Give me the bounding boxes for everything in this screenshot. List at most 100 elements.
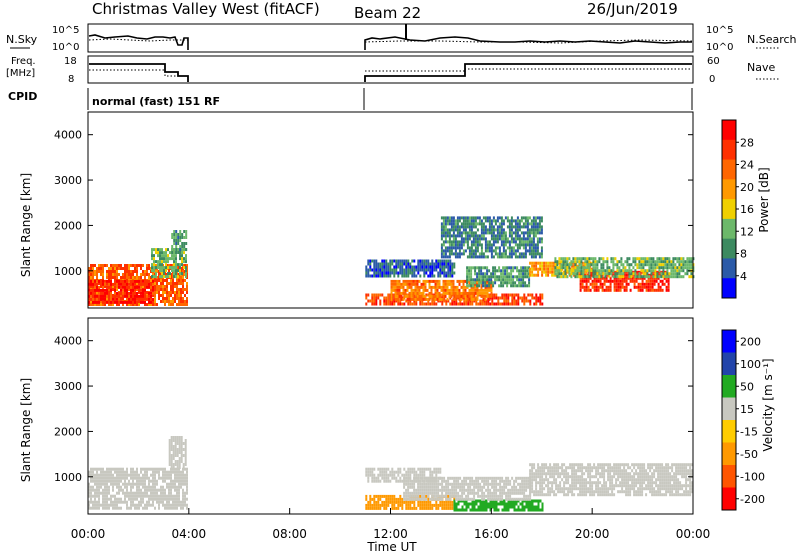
heatmap-cell-velocity-1	[170, 445, 173, 448]
heatmap-cell-power-4	[425, 259, 428, 263]
heatmap-cell-power-6	[484, 297, 487, 301]
heatmap-cell-power-11	[474, 246, 477, 250]
heatmap-cell-velocity-4	[515, 476, 518, 480]
heatmap-cell-power-5	[399, 296, 402, 300]
heatmap-cell-power-4	[379, 271, 382, 275]
heatmap-cell-velocity-5	[567, 475, 570, 479]
heatmap-cell-velocity-0	[104, 506, 106, 510]
heatmap-cell-power-11	[496, 255, 499, 259]
heatmap-cell-power-4	[425, 265, 428, 269]
heatmap-cell-power-0	[158, 285, 160, 288]
heatmap-cell-velocity-3	[477, 505, 480, 509]
heatmap-cell-power-0	[186, 282, 188, 285]
heatmap-cell-velocity-4	[481, 488, 484, 492]
heatmap-cell-power-11	[506, 219, 509, 223]
heatmap-cell-velocity-0	[160, 485, 162, 489]
heatmap-cell-velocity-0	[104, 500, 106, 504]
heatmap-cell-velocity-0	[140, 467, 142, 471]
heatmap-cell-power-5	[463, 296, 466, 300]
heatmap-cell-power-11	[492, 249, 495, 253]
heatmap-cell-power-7	[506, 281, 509, 285]
heatmap-cell-power-9	[599, 282, 602, 286]
heatmap-cell-power-6	[452, 288, 455, 292]
heatmap-cell-power-9	[601, 285, 604, 289]
heatmap-cell-velocity-0	[174, 497, 176, 501]
heatmap-cell-power-10	[568, 266, 571, 270]
heatmap-cell-power-4	[397, 274, 400, 278]
heatmap-cell-power-11	[490, 219, 493, 223]
heatmap-cell-velocity-0	[146, 485, 148, 489]
heatmap-cell-velocity-2	[435, 503, 438, 507]
heatmap-cell-power-2	[179, 266, 181, 270]
heatmap-cell-power-8	[529, 261, 532, 265]
heatmap-cell-power-11	[524, 243, 527, 247]
heatmap-cell-velocity-0	[108, 497, 110, 501]
heatmap-cell-power-9	[587, 276, 590, 280]
heatmap-cell-power-0	[88, 273, 90, 276]
heatmap-cell-power-5	[481, 299, 484, 303]
heatmap-cell-power-11	[518, 228, 521, 232]
heatmap-cell-power-11	[478, 234, 481, 238]
heatmap-cell-velocity-3	[527, 499, 530, 503]
heatmap-cell-power-4	[399, 271, 402, 275]
heatmap-cell-velocity-0	[110, 503, 112, 507]
heatmap-cell-power-11	[460, 225, 463, 229]
heatmap-cell-power-1	[126, 282, 128, 286]
heatmap-cell-power-2	[165, 251, 167, 255]
heatmap-cell-velocity-0	[116, 473, 118, 477]
heatmap-cell-power-11	[450, 225, 453, 229]
heatmap-cell-power-11	[502, 255, 505, 259]
heatmap-cell-velocity-1	[178, 439, 181, 442]
heatmap-cell-velocity-0	[154, 488, 156, 492]
heatmap-cell-power-6	[408, 291, 411, 295]
heatmap-cell-velocity-5	[541, 469, 544, 473]
heatmap-cell-velocity-0	[102, 467, 104, 471]
heatmap-cell-power-4	[433, 268, 436, 272]
heatmap-cell-velocity-0	[138, 485, 140, 489]
heatmap-cell-velocity-5	[559, 484, 562, 488]
heatmap-cell-power-6	[394, 294, 397, 298]
heatmap-cell-power-4	[403, 259, 406, 263]
heatmap-cell-power-5	[385, 299, 388, 303]
heatmap-cell-power-6	[450, 282, 453, 286]
heatmap-cell-power-2	[163, 269, 165, 273]
heatmap-cell-power-1	[134, 300, 136, 304]
heatmap-cell-power-4	[417, 265, 420, 269]
heatmap-cell-power-7	[488, 278, 491, 282]
heatmap-cell-velocity-4	[437, 491, 440, 495]
heatmap-cell-power-9	[641, 288, 644, 292]
heatmap-cell-power-11	[478, 243, 481, 247]
heatmap-cell-power-11	[468, 234, 471, 238]
heatmap-cell-velocity-0	[108, 476, 110, 480]
heatmap-cell-power-0	[170, 300, 172, 303]
heatmap-cell-power-4	[411, 274, 414, 278]
heatmap-cell-power-0	[142, 273, 144, 276]
heatmap-cell-power-5	[407, 302, 410, 306]
heatmap-cell-power-2	[181, 248, 183, 252]
heatmap-cell-power-10	[626, 269, 629, 273]
heatmap-cell-velocity-4	[513, 479, 516, 483]
heatmap-cell-velocity-0	[178, 479, 180, 483]
heatmap-cell-power-7	[518, 284, 521, 288]
heatmap-cell-power-7	[508, 266, 511, 270]
heatmap-cell-power-0	[168, 282, 170, 285]
heatmap-cell-power-0	[166, 285, 168, 288]
heatmap-cell-velocity-4	[513, 497, 516, 501]
heatmap-cell-velocity-3	[515, 499, 518, 503]
heatmap-cell-velocity-5	[533, 490, 536, 494]
heatmap-cell-velocity-4	[439, 482, 442, 486]
heatmap-cell-velocity-5	[539, 475, 542, 479]
heatmap-cell-power-4	[403, 274, 406, 278]
heatmap-cell-power-1	[112, 282, 114, 286]
heatmap-cell-power-10	[592, 275, 595, 279]
heatmap-cell-power-10	[668, 266, 671, 270]
heatmap-cell-power-4	[453, 262, 456, 266]
heatmap-cell-velocity-1	[184, 445, 187, 448]
heatmap-cell-power-2	[169, 257, 171, 261]
heatmap-cell-power-4	[423, 274, 426, 278]
heatmap-cell-velocity-3	[515, 508, 518, 512]
heatmap-cell-power-10	[580, 260, 583, 264]
heatmap-cell-power-8	[535, 273, 538, 277]
heatmap-cell-power-10	[586, 266, 589, 270]
heatmap-cell-power-2	[161, 275, 163, 279]
